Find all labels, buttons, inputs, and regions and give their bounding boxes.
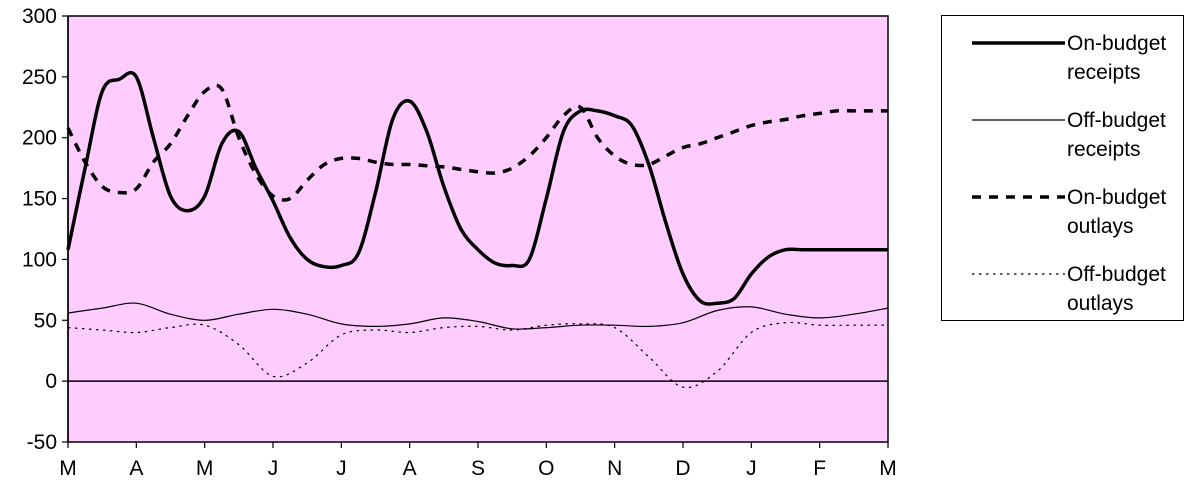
y-tick-label: -50 [27, 431, 57, 454]
y-tick-label: 200 [22, 127, 57, 150]
x-tick-label: J [268, 457, 279, 480]
x-tick-label: A [129, 457, 143, 480]
legend-swatch-thick-dashed [972, 195, 1065, 199]
x-tick-label: J [746, 457, 757, 480]
x-tick-label: A [403, 457, 417, 480]
plot-area [67, 15, 889, 443]
series-line-on-budget-outlays [66, 83, 888, 202]
legend-item-on-budget-outlays: On-budget outlays [942, 178, 1185, 248]
legend-swatch-thick-solid [972, 41, 1065, 45]
legend-label: Off-budget outlays [1067, 263, 1166, 315]
y-tick-label: 150 [22, 188, 57, 211]
legend-label: Off-budget receipts [1067, 109, 1166, 161]
y-tick-label: 250 [22, 66, 57, 89]
y-tick-label: 100 [22, 248, 57, 271]
x-tick-label: M [196, 457, 214, 480]
series-line-off-budget-receipts [67, 302, 889, 330]
x-tick-label: J [336, 457, 347, 480]
series-layer [66, 70, 889, 389]
x-tick-label: M [879, 457, 897, 480]
legend-label: On-budget outlays [1067, 186, 1167, 238]
legend-item-off-budget-outlays: Off-budget outlays [942, 255, 1185, 325]
legend-label: On-budget receipts [1067, 32, 1167, 84]
series-line-off-budget-outlays [67, 321, 888, 389]
y-tick-label: 50 [34, 309, 57, 332]
x-tick-label: D [675, 457, 690, 480]
x-tick-label: S [471, 457, 485, 480]
legend: On-budget receipts Off-budget receipts O… [941, 15, 1184, 321]
legend-swatch-thin-solid [972, 119, 1065, 121]
legend-item-off-budget-receipts: Off-budget receipts [942, 101, 1185, 171]
y-tick-label: 0 [45, 370, 57, 393]
legend-swatch-thin-dotted [972, 273, 1065, 275]
legend-item-on-budget-receipts: On-budget receipts [942, 24, 1185, 94]
x-tick-label: N [607, 457, 622, 480]
x-tick-label: M [59, 457, 77, 480]
series-line-on-budget-receipts [66, 70, 888, 306]
x-tick-label: O [538, 457, 554, 480]
x-tick-label: F [813, 457, 826, 480]
y-tick-label: 300 [22, 5, 57, 28]
